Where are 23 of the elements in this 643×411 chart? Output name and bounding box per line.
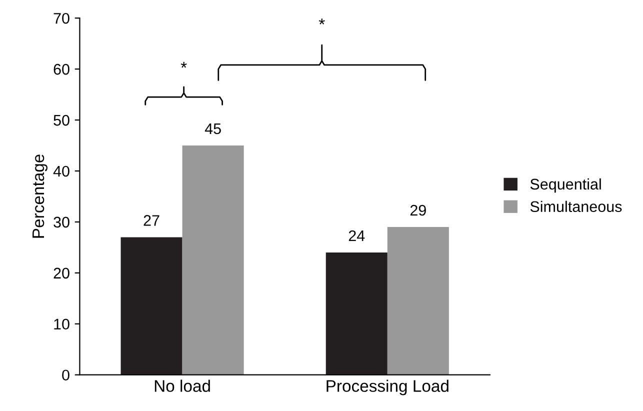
data-label: 24 [348, 230, 365, 242]
bar [120, 237, 182, 375]
annotation: * [180, 62, 187, 68]
bar [326, 252, 388, 375]
annotation: * [318, 18, 325, 24]
legend-label: Sequential [530, 178, 601, 193]
y-tick-label: 20 [54, 268, 70, 279]
legend-label: Simultaneous [530, 200, 622, 212]
data-label: 29 [410, 204, 426, 216]
y-tick-label: 70 [54, 12, 70, 24]
x-tick-label: Processing Load [326, 380, 448, 396]
y-tick-label: 10 [54, 318, 70, 330]
data-label: 27 [144, 215, 160, 226]
data-label: 45 [204, 123, 221, 134]
y-tick-label: 50 [54, 114, 70, 126]
bar [182, 145, 244, 375]
y-tick-label: 60 [54, 64, 70, 75]
y-tick-label: 40 [53, 166, 70, 177]
y-tick-label: 30 [54, 216, 70, 228]
bar [387, 227, 449, 375]
y-tick-label: 0 [62, 370, 70, 381]
x-tick-label: No load [154, 380, 210, 392]
y-axis-title: Percentage [32, 154, 48, 238]
